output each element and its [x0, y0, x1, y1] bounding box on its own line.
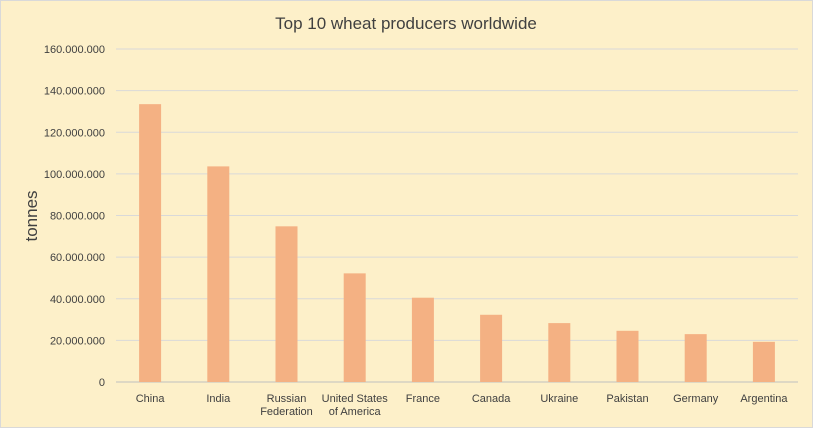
x-tick-label: United States of America	[322, 393, 389, 418]
bar	[480, 314, 503, 382]
x-axis-ticks: China India Russian Federation United States…	[136, 393, 789, 418]
bar	[411, 297, 434, 382]
x-tick-label: India	[206, 393, 231, 405]
bar	[752, 341, 775, 382]
y-tick-label: 100.000.000	[44, 169, 105, 181]
x-tick-label: Pakistan	[606, 393, 648, 405]
y-tick-label: 160.000.000	[44, 44, 105, 56]
bar	[548, 323, 571, 382]
bar	[207, 166, 230, 382]
gridlines	[116, 48, 798, 383]
x-tick-label: Canada	[472, 393, 511, 405]
x-tick-label: Ukraine	[540, 393, 578, 405]
bar	[684, 334, 707, 382]
bars	[139, 104, 775, 382]
y-tick-label: 80.000.000	[50, 211, 105, 223]
chart-title: Top 10 wheat producers worldwide	[275, 14, 537, 33]
x-tick-label: Germany	[673, 393, 719, 405]
y-tick-label: 20.000.000	[50, 335, 105, 347]
y-axis-ticks: 0 20.000.000 40.000.000 60.000.000 80.000.00…	[44, 44, 105, 389]
y-tick-label: 0	[99, 377, 105, 389]
y-tick-label: 140.000.000	[44, 86, 105, 98]
x-tick-label: Russian Federation	[260, 393, 313, 418]
y-tick-label: 120.000.000	[44, 127, 105, 139]
bar	[275, 226, 298, 382]
x-tick-label: Argentina	[740, 393, 788, 405]
x-tick-label: France	[406, 393, 440, 405]
bar	[343, 273, 366, 382]
y-axis-label: tonnes	[22, 190, 41, 241]
x-tick-label: China	[136, 393, 166, 405]
bar	[616, 330, 639, 382]
y-tick-label: 40.000.000	[50, 294, 105, 306]
bar	[139, 104, 162, 382]
y-tick-label: 60.000.000	[50, 252, 105, 264]
